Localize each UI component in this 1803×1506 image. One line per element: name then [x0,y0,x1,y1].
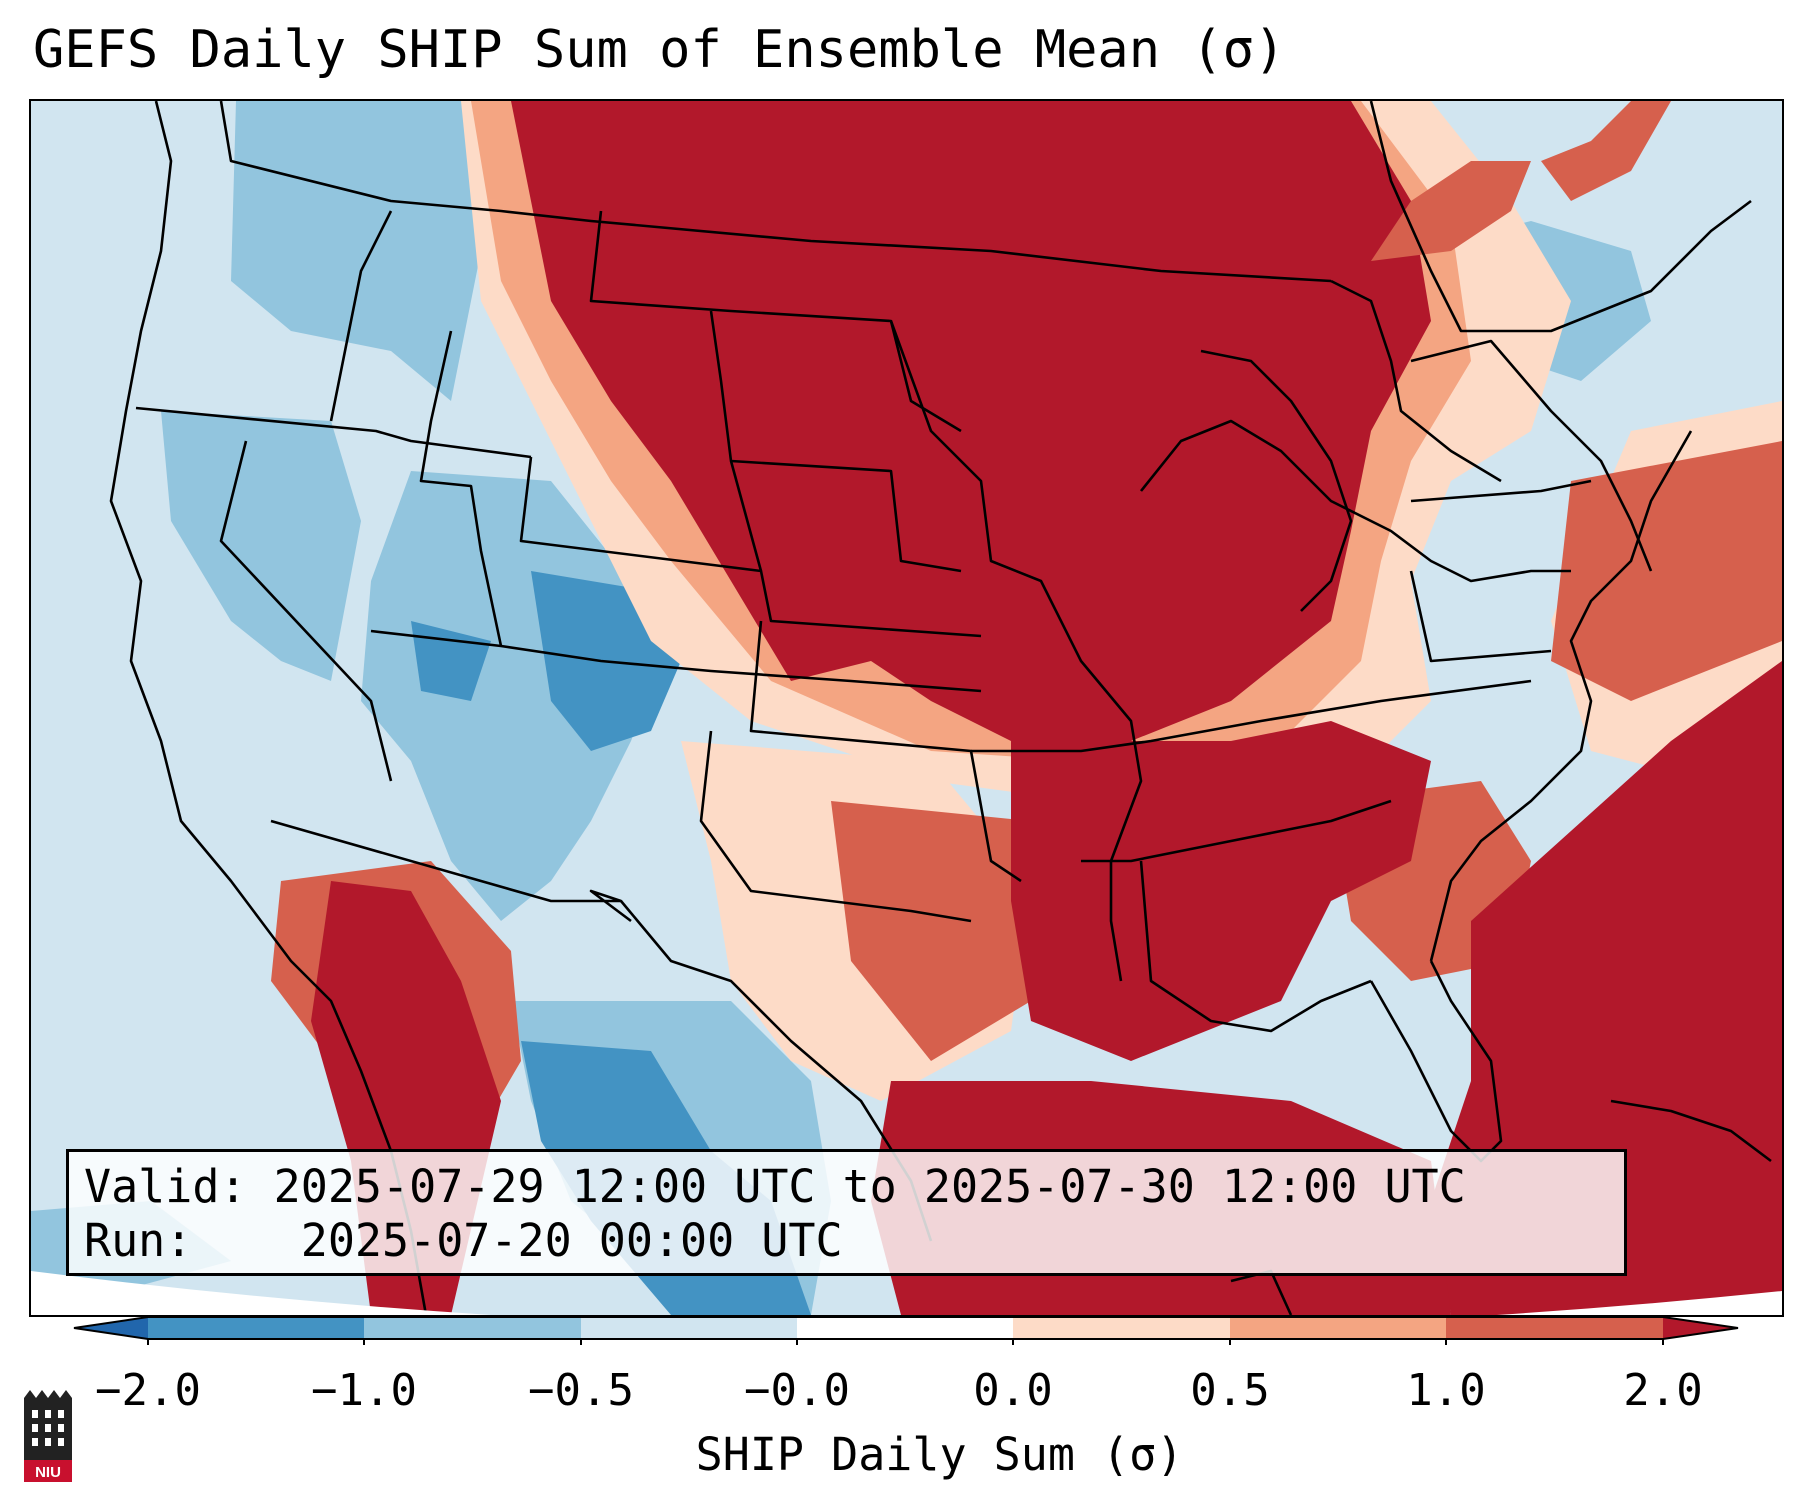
colorbar-segment [364,1317,581,1339]
ut-co-ks-line [370,629,982,693]
colorbar-extend-high [1663,1317,1738,1339]
ship-field-map [31,101,1782,1315]
colorbar-tick-label: −1.0 [311,1365,417,1416]
michigan-line [1200,349,1353,612]
ny-pa-line [1410,479,1592,503]
colorbar-segment [797,1317,1013,1339]
new-england-line [1410,339,1653,572]
ok-tx-line [699,730,972,923]
sd-ne-line [729,460,763,572]
colorbar-segment [148,1317,364,1339]
west-coast-line [109,101,428,1315]
colorbar-tick-label: 0.5 [1190,1365,1270,1416]
tn-ky-line [971,679,1532,753]
field-kansas-red [831,801,1031,1061]
lakes-shore-line [1330,279,1502,483]
colorbar-segment [581,1317,797,1339]
field-ne-canada-red [1371,161,1531,261]
canada-border-line [219,101,1332,283]
field-heartland-dark-red [511,101,1431,741]
colorbar-extend-low [74,1317,148,1339]
run-label: Run: [84,1214,193,1267]
pa-md-line [1409,570,1552,663]
logo-badge [24,1460,72,1482]
or-id-nv-line [135,406,532,459]
dakotas-line [709,310,962,573]
colorbar-segment [1013,1317,1230,1339]
domain-edge [31,1271,1782,1315]
boundaries [109,101,1772,1315]
colorbar-tick-label: −2.0 [95,1365,201,1416]
valid-value: 2025-07-29 12:00 UTC to 2025-07-30 12:00… [273,1160,1466,1213]
colorbar [73,1316,1739,1345]
great-lakes-ohio-line [1139,419,1571,583]
mississippi-line [889,320,1143,982]
valid-label: Valid: [84,1160,247,1213]
map-panel [29,99,1784,1317]
colorbar-segment [1230,1317,1446,1339]
ca-nv-line [219,440,393,782]
field-great-basin-blue [161,411,361,681]
gulf-coast-line [1139,860,1372,1033]
colorbar-tick-label: 2.0 [1623,1365,1703,1416]
field-utah-blue [411,621,491,701]
logo-text: NIU [35,1464,61,1481]
colorbar-label: SHIP Daily Sum (σ) [695,1428,1184,1481]
chart-title: GEFS Daily SHIP Sum of Ensemble Mean (σ) [33,20,1286,80]
colorbar-tick-label: −0.5 [528,1365,634,1416]
valid-run-info-box: Valid: 2025-07-29 12:00 UTC to 2025-07-3… [66,1149,1627,1276]
field-gulf-st-lawrence-red [1541,101,1671,201]
niu-logo: NIU [24,1390,72,1482]
colorbar-segment [1446,1317,1663,1339]
run-value: 2025-07-20 00:00 UTC [300,1214,843,1267]
or-id-line [329,210,393,422]
colorbar-tick-label: −0.0 [744,1365,850,1416]
ms-al-ga-line [1081,799,1392,863]
id-wy-line [419,330,503,647]
field-ne-atlantic-red [1551,441,1782,701]
colorbar-tick-label: 1.0 [1406,1365,1486,1416]
field-deep-south-dark-red [1011,721,1431,1061]
ne-canada-line [1369,101,1752,333]
colorbar-tick-label: 0.0 [973,1365,1053,1416]
cuba-line [1610,1099,1772,1163]
us-mexico-line-west [270,819,632,923]
mt-nd-line [589,210,962,433]
